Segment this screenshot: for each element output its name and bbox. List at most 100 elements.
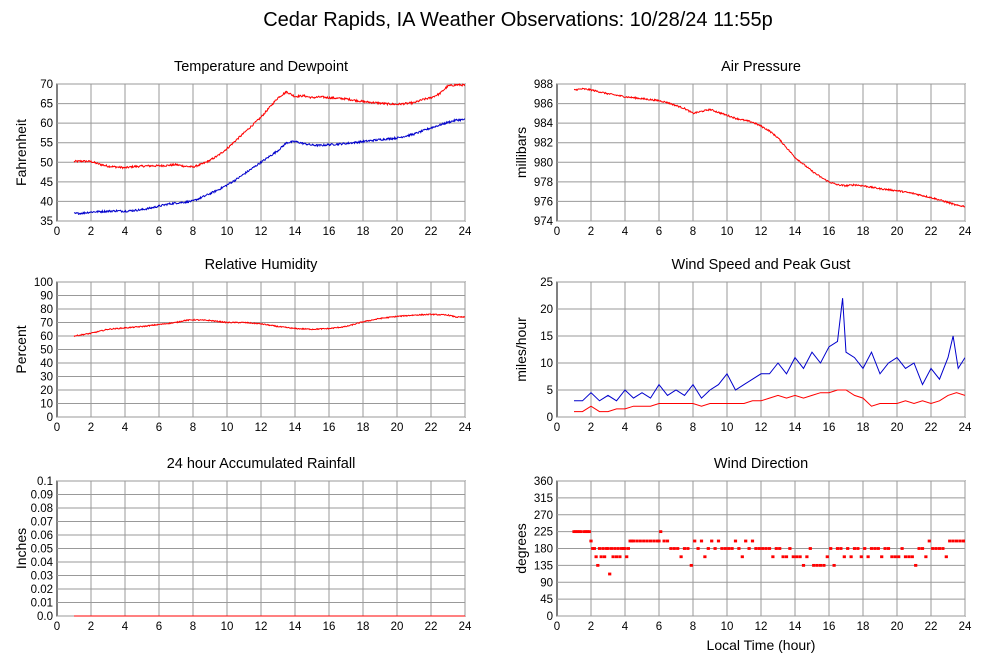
humidity-x-tick-label: 2 [88, 422, 94, 434]
direction-y-axis-label: degrees [513, 523, 529, 574]
direction-point [808, 547, 812, 550]
direction-point [927, 539, 931, 543]
direction-y-tick-label: 270 [534, 510, 553, 522]
direction-point [706, 547, 710, 550]
direction-x-tick-label: 2 [588, 621, 594, 633]
wind-series-line-1 [574, 389, 965, 413]
temp-y-tick-label: 45 [40, 177, 53, 189]
temp-x-tick-label: 16 [323, 226, 336, 238]
temp-y-tick-label: 60 [40, 118, 53, 130]
direction-point [914, 563, 918, 567]
direction-point [801, 563, 806, 567]
rain-y-tick-label: 0.04 [31, 557, 54, 569]
humidity-x-tick-label: 12 [255, 422, 268, 434]
direction-point [614, 555, 619, 559]
wind-x-tick-label: 22 [925, 422, 938, 434]
direction-point [869, 547, 874, 550]
direction-point [873, 547, 877, 550]
rain-x-tick-label: 0 [54, 621, 60, 633]
direction-point [733, 539, 738, 543]
humidity-y-tick-label: 50 [40, 345, 53, 357]
pressure-chart-title: Air Pressure [721, 59, 801, 75]
direction-point [924, 555, 928, 559]
direction-point [616, 547, 620, 550]
temp-y-tick-label: 70 [40, 79, 53, 91]
wind-series-group [574, 298, 965, 413]
direction-point [829, 547, 833, 550]
pressure-x-tick-label: 10 [721, 226, 734, 238]
chart-humidity: 2 4 6 8 10 12 14 16 18 20 22 2400102030405060708090… [13, 257, 472, 434]
rain-y-tick-label: 0.05 [31, 544, 53, 556]
direction-point [886, 547, 891, 550]
direction-point [788, 547, 792, 550]
direction-point [839, 547, 843, 550]
pressure-x-tick-label: 4 [622, 226, 629, 238]
rain-y-tick-label: 0.08 [31, 503, 53, 515]
temp-y-tick-label: 40 [40, 196, 53, 208]
direction-point [767, 547, 772, 550]
direction-y-tick-label: 135 [534, 560, 553, 572]
humidity-series-line-0 [73, 313, 465, 338]
chart-pressure: 2 4 6 8 10 12 14 16 18 20 22 2409749769789809829849… [513, 59, 972, 238]
direction-point [592, 547, 596, 550]
humidity-y-tick-label: 0 [47, 412, 53, 424]
direction-y-tick-label: 0 [547, 611, 553, 623]
temp-x-tick-label: 4 [122, 226, 129, 238]
rain-x-tick-label: 24 [459, 621, 472, 633]
humidity-y-tick-label: 20 [40, 385, 53, 397]
temp-series-group [73, 83, 465, 216]
humidity-y-axis-label: Percent [13, 325, 29, 373]
direction-point [774, 547, 778, 550]
rain-chart-title: 24 hour Accumulated Rainfall [167, 456, 356, 472]
direction-point [699, 539, 704, 543]
wind-series-line-0 [574, 298, 965, 402]
pressure-y-tick-label: 978 [534, 177, 553, 189]
wind-x-tick-label: 14 [789, 422, 802, 434]
direction-point [594, 555, 598, 559]
wind-chart-title: Wind Speed and Peak Gust [672, 257, 851, 273]
direction-point [710, 539, 714, 543]
temp-y-tick-label: 50 [40, 157, 53, 169]
direction-point [951, 539, 955, 543]
direction-point [961, 539, 965, 543]
direction-point [669, 547, 673, 550]
pressure-y-axis-label: millibars [513, 127, 529, 178]
direction-point [626, 547, 630, 550]
direction-point [737, 547, 741, 550]
humidity-x-tick-label: 24 [459, 422, 472, 434]
direction-y-tick-label: 360 [534, 476, 553, 488]
temp-x-tick-label: 18 [357, 226, 370, 238]
direction-point [621, 547, 625, 550]
direction-point [686, 547, 690, 550]
direction-point [852, 547, 857, 550]
direction-point [584, 530, 588, 534]
direction-point [791, 555, 795, 559]
temp-y-axis-label: Fahrenheit [13, 119, 29, 186]
direction-x-tick-label: 4 [622, 621, 629, 633]
direction-x-tick-label: 14 [789, 621, 802, 633]
pressure-y-tick-label: 980 [534, 157, 553, 169]
pressure-series-line-0 [573, 87, 965, 208]
direction-point [665, 539, 670, 543]
direction-point [730, 547, 734, 550]
wind-x-tick-label: 6 [656, 422, 662, 434]
direction-y-tick-label: 225 [534, 527, 553, 539]
pressure-x-tick-label: 18 [857, 226, 870, 238]
pressure-y-tick-label: 986 [534, 99, 553, 111]
direction-point [603, 555, 607, 559]
pressure-x-tick-label: 0 [554, 226, 560, 238]
direction-point [963, 539, 965, 543]
direction-point [579, 530, 583, 534]
direction-point [944, 555, 948, 559]
direction-point [597, 547, 602, 550]
direction-point [727, 547, 731, 550]
pressure-x-tick-label: 6 [656, 226, 662, 238]
humidity-x-tick-label: 10 [221, 422, 234, 434]
humidity-series-group [73, 313, 465, 338]
humidity-y-tick-label: 30 [40, 372, 53, 384]
temp-x-tick-label: 8 [190, 226, 196, 238]
direction-point [657, 539, 661, 543]
temp-y-tick-label: 35 [40, 216, 53, 228]
temp-x-tick-label: 20 [391, 226, 404, 238]
